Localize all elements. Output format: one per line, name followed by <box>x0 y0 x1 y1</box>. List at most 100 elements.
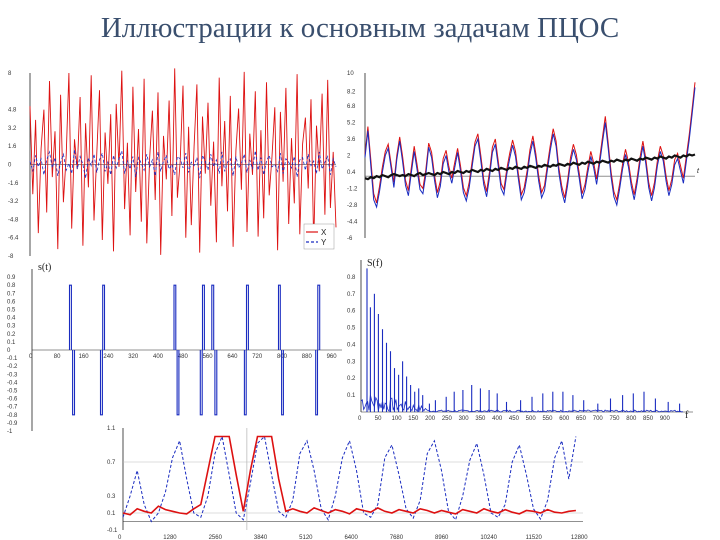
y-axis-label: s(t) <box>38 262 51 273</box>
y-tick-label: 0.4 <box>7 316 16 322</box>
pulse <box>102 284 106 350</box>
y-tick-label: 0.3 <box>7 324 16 330</box>
y-tick-label: 1.1 <box>107 426 116 432</box>
x-axis-label: t <box>697 168 700 175</box>
y-tick-label: 0.3 <box>107 494 116 500</box>
y-tick-label: 0.8 <box>7 283 16 289</box>
x-tick-label: 700 <box>593 416 604 422</box>
series-line-0 <box>364 82 696 204</box>
pulse <box>281 350 284 416</box>
series-line-2 <box>364 153 696 181</box>
pulse <box>99 350 103 416</box>
x-tick-label: 50 <box>375 416 382 422</box>
x-tick-label: 650 <box>576 416 587 422</box>
x-tick-label: 300 <box>459 416 470 422</box>
spectrum-noise-floor <box>360 394 683 413</box>
pulse <box>72 350 76 416</box>
x-tick-label: 450 <box>509 416 520 422</box>
x-tick-label: 7680 <box>390 535 404 540</box>
noise-chart: 8 4.8 3.2 1.6 0 -1.6 -3.2 -4.8 -6.4 -8 XY <box>8 68 337 260</box>
x-tick-label: 960 <box>327 354 338 360</box>
filtered-signal-chart: 10 8.2 6.8 5.2 3.6 2 0.4 -1.2 -2.8 -4.4 -6 t <box>347 71 700 242</box>
x-tick-label: 8960 <box>435 535 449 540</box>
y-tick-label: -0.8 <box>7 413 18 419</box>
y-tick-label: 0.2 <box>347 376 356 382</box>
x-tick-label: 400 <box>153 354 164 360</box>
y-tick-label: 8.2 <box>347 90 356 96</box>
series-line-X <box>29 68 337 255</box>
y-tick-label: 4.8 <box>8 108 17 114</box>
y-tick-label: -1.6 <box>8 181 19 187</box>
x-tick-label: 880 <box>302 354 313 360</box>
x-tick-label: 3840 <box>254 535 268 540</box>
y-tick-label: -6.4 <box>8 236 19 242</box>
y-tick-label: 5.2 <box>347 121 356 127</box>
y-tick-label: -4.4 <box>347 220 358 226</box>
x-tick-label: 250 <box>442 416 453 422</box>
y-tick-label: 0.4 <box>347 170 356 176</box>
y-tick-label: 0 <box>8 163 12 169</box>
x-tick-label: 400 <box>492 416 503 422</box>
x-tick-label: 600 <box>559 416 570 422</box>
x-tick-label: 560 <box>203 354 214 360</box>
legend-label: Y <box>321 238 327 247</box>
legend-box <box>303 223 335 250</box>
y-tick-label: 0.7 <box>107 460 116 466</box>
y-tick-label: 0.3 <box>347 359 356 365</box>
spectrum-chart: 0.8 0.7 0.6 0.5 0.4 0.3 0.2 0.1 0 50 100 150 200 250 3… <box>347 258 693 422</box>
y-tick-label: -4.8 <box>8 217 19 223</box>
y-tick-label: 3.2 <box>8 126 17 132</box>
x-tick-label: 5120 <box>299 535 313 540</box>
pulse <box>277 284 281 350</box>
x-tick-label: 11520 <box>526 535 543 540</box>
y-tick-label: -0.1 <box>7 356 18 362</box>
y-tick-label: -2.8 <box>347 203 358 209</box>
x-tick-label: 240 <box>103 354 114 360</box>
x-tick-label: 100 <box>392 416 403 422</box>
x-tick-label: 0 <box>118 535 122 540</box>
y-axis-label: S(f) <box>367 258 383 269</box>
y-tick-label: -0.4 <box>7 380 18 386</box>
y-tick-label: 0.2 <box>7 332 16 338</box>
x-tick-label: 160 <box>79 354 90 360</box>
x-tick-label: 6400 <box>344 535 358 540</box>
series-line-1 <box>364 87 696 209</box>
pulse <box>173 284 177 350</box>
x-tick-label: 800 <box>277 354 288 360</box>
y-tick-label: 0.7 <box>7 291 16 297</box>
y-tick-label: 6.8 <box>347 104 356 110</box>
x-tick-label: 1280 <box>163 535 177 540</box>
y-tick-label: -0.7 <box>7 405 18 411</box>
pulse <box>243 350 247 416</box>
x-tick-label: 800 <box>626 416 637 422</box>
x-tick-label: 200 <box>425 416 436 422</box>
y-tick-label: 0.1 <box>347 393 356 399</box>
periodic-signal-chart: 1.1 0.7 0.3 0.1 -0.10 1280 2560 3840 5120 6400 768… <box>107 426 588 540</box>
x-tick-label: 12800 <box>571 535 588 540</box>
y-tick-label: 1.6 <box>8 144 17 150</box>
y-tick-label: 0.1 <box>7 340 16 346</box>
x-tick-label: 640 <box>227 354 238 360</box>
pulse <box>68 284 72 350</box>
pulse <box>214 350 218 416</box>
y-tick-label: 0.9 <box>7 275 16 281</box>
page-title: Иллюстрации к основным задачам ПЦОС <box>100 12 620 44</box>
y-tick-label: 0.7 <box>347 292 356 298</box>
y-tick-label: 0.5 <box>347 326 356 332</box>
y-tick-label: 0.5 <box>7 308 16 314</box>
pulse <box>315 350 319 416</box>
x-tick-label: 0 <box>358 416 362 422</box>
pulse <box>176 350 180 416</box>
y-tick-label: 0.6 <box>7 299 16 305</box>
x-tick-label: 850 <box>643 416 654 422</box>
x-tick-label: 900 <box>660 416 671 422</box>
x-tick-label: 10240 <box>480 535 497 540</box>
y-tick-label: 10 <box>347 71 354 77</box>
y-tick-label: -0.9 <box>7 421 18 427</box>
pulse <box>199 350 203 416</box>
x-tick-label: 550 <box>542 416 553 422</box>
x-tick-label: 500 <box>526 416 537 422</box>
x-tick-label: 480 <box>178 354 189 360</box>
y-tick-label: 8 <box>8 71 12 77</box>
y-tick-label: -8 <box>8 254 14 260</box>
